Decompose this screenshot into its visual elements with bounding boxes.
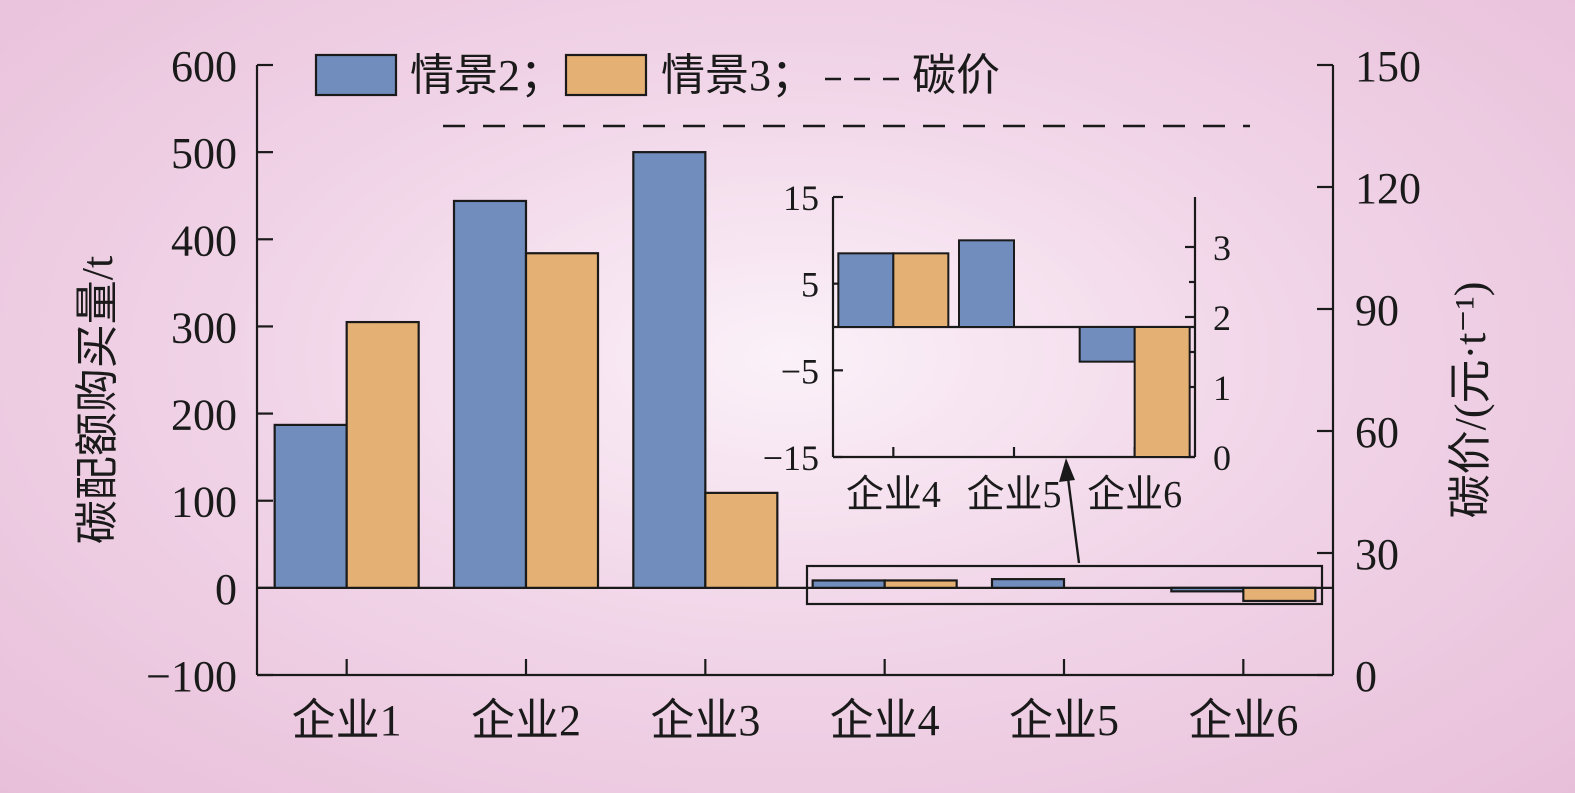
x-tick-label: 企业4 <box>830 696 940 745</box>
inset-x-tick-label: 企业6 <box>1087 474 1182 516</box>
inset-x-tick-label: 企业4 <box>846 474 941 516</box>
legend: 情景2； 情景3； 碳价 <box>314 51 1000 100</box>
zoom-arrow <box>1066 477 1081 564</box>
bar <box>883 579 958 589</box>
inset-y-tick-label: −5 <box>781 351 819 391</box>
inset-y-tick-label: 15 <box>783 178 819 218</box>
inset-y2-tick-label: 2 <box>1213 298 1231 338</box>
bar <box>1242 586 1317 603</box>
bar <box>524 252 600 589</box>
y2-tick-label: 60 <box>1355 408 1399 457</box>
legend-swatch <box>314 53 398 97</box>
y-tick-label: 300 <box>171 303 237 352</box>
y2-tick-label: 0 <box>1355 652 1377 701</box>
inset-y-tick-label: 5 <box>801 265 819 305</box>
y-tick-label: 400 <box>171 216 237 265</box>
inset-y2-tick-label: 0 <box>1213 438 1231 478</box>
inset-bar <box>1078 326 1136 363</box>
zoom-box <box>805 564 1324 606</box>
y2-tick-label: 30 <box>1355 530 1399 579</box>
bar <box>811 579 886 589</box>
y-tick-label: 0 <box>215 565 237 614</box>
y-tick-label: 100 <box>171 478 237 527</box>
legend-swatch <box>564 53 648 97</box>
inset-y2-tick-label: 1 <box>1213 368 1231 408</box>
x-tick-label: 企业6 <box>1188 696 1298 745</box>
bar <box>452 199 528 589</box>
bar <box>345 320 420 589</box>
bar <box>1170 586 1245 593</box>
y-axis-title: 碳配额购买量/t <box>73 256 122 544</box>
inset-y2-tick-label: 3 <box>1213 228 1231 268</box>
bar <box>990 578 1066 589</box>
x-tick-label: 企业3 <box>650 696 760 745</box>
inset-y-tick-label: −15 <box>763 438 819 478</box>
inset-bar <box>1133 326 1191 458</box>
y-tick-label: 200 <box>171 391 237 440</box>
y2-tick-label: 120 <box>1355 164 1421 213</box>
inset-bar <box>958 239 1015 328</box>
x-tick-label: 企业5 <box>1009 696 1119 745</box>
legend-label: 情景3； <box>661 51 815 100</box>
inset-bar <box>837 252 895 328</box>
y-tick-label: −100 <box>146 652 237 701</box>
bar <box>632 151 707 589</box>
bar <box>273 423 348 589</box>
x-tick-label: 企业2 <box>471 696 581 745</box>
y-tick-label: 500 <box>171 129 237 178</box>
legend-label: 情景2； <box>410 51 564 100</box>
x-tick-label: 企业1 <box>292 696 402 745</box>
inset-bar <box>892 252 950 328</box>
y2-tick-label: 90 <box>1355 286 1399 335</box>
y2-axis-title: 碳价/(元·t⁻¹) <box>1446 282 1495 519</box>
legend-label: 碳价 <box>912 51 1000 100</box>
bar <box>704 491 779 589</box>
y2-tick-label: 150 <box>1355 42 1421 91</box>
zoom-arrowhead <box>1059 458 1075 482</box>
y-tick-label: 600 <box>171 42 237 91</box>
inset-x-tick-label: 企业5 <box>966 474 1061 516</box>
